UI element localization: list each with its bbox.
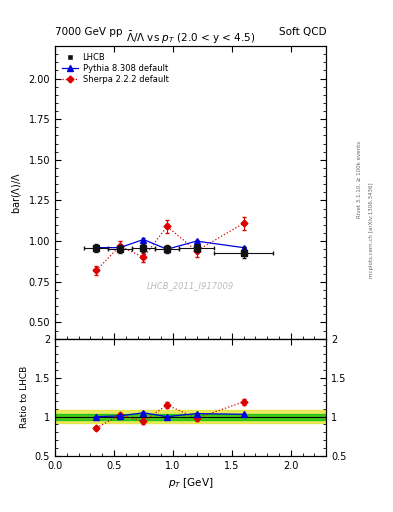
Text: 7000 GeV pp: 7000 GeV pp xyxy=(55,27,123,37)
Bar xyxy=(55,411,326,423)
Text: mcplots.cern.ch [arXiv:1306.3436]: mcplots.cern.ch [arXiv:1306.3436] xyxy=(369,183,374,278)
Text: LHCB_2011_I917009: LHCB_2011_I917009 xyxy=(147,282,234,290)
Y-axis label: bar($\Lambda$)/$\Lambda$: bar($\Lambda$)/$\Lambda$ xyxy=(10,171,23,214)
X-axis label: $p_T$ [GeV]: $p_T$ [GeV] xyxy=(168,476,213,490)
Title: $\bar{\Lambda}/\Lambda$ vs $p_T$ (2.0 < y < 4.5): $\bar{\Lambda}/\Lambda$ vs $p_T$ (2.0 < … xyxy=(126,30,255,46)
Y-axis label: Ratio to LHCB: Ratio to LHCB xyxy=(20,366,29,429)
Bar xyxy=(55,414,326,420)
Text: Soft QCD: Soft QCD xyxy=(279,27,326,37)
Text: Rivet 3.1.10, ≥ 100k events: Rivet 3.1.10, ≥ 100k events xyxy=(357,141,362,218)
Legend: LHCB, Pythia 8.308 default, Sherpa 2.2.2 default: LHCB, Pythia 8.308 default, Sherpa 2.2.2… xyxy=(59,50,171,87)
